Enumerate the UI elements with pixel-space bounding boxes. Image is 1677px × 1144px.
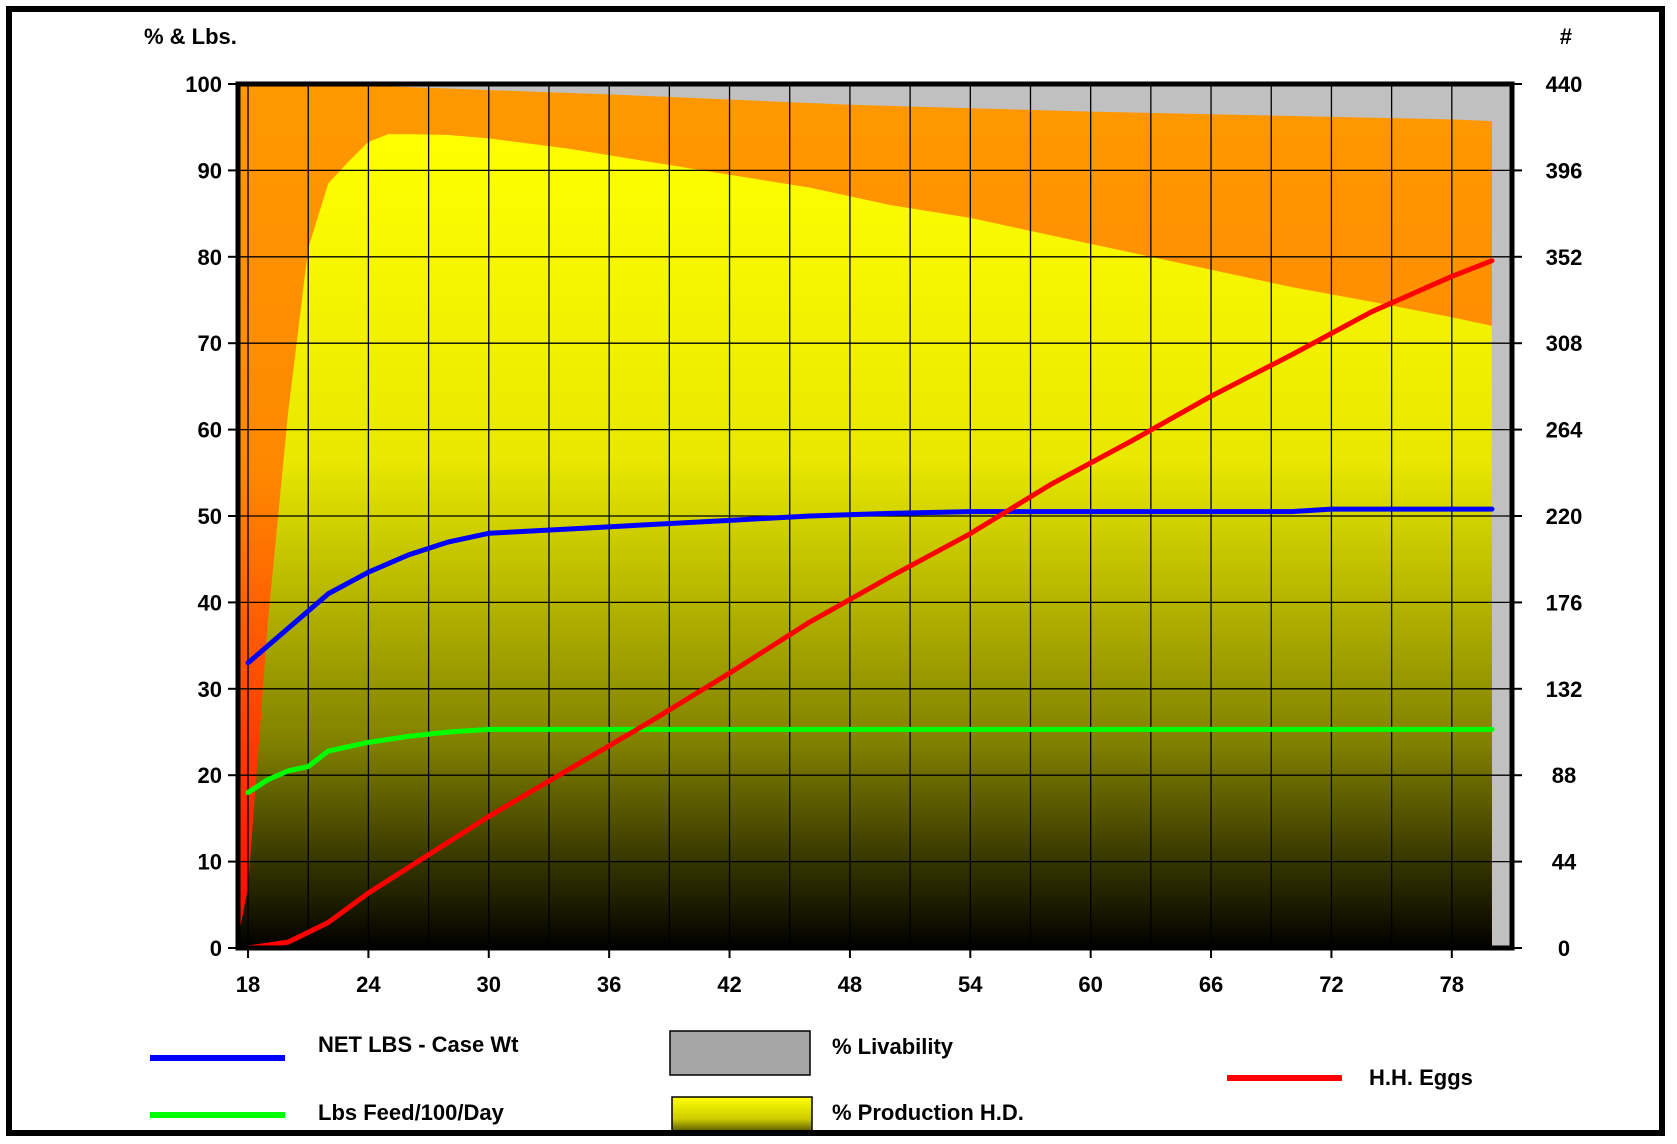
x-tick-label-36: 36 <box>597 972 621 997</box>
left-y-axis: 0 10 20 30 40 50 60 70 80 90 100 <box>185 72 238 961</box>
right-tick-label-352: 352 <box>1546 245 1583 270</box>
right-tick-label-396: 396 <box>1546 158 1583 183</box>
left-tick-label-100: 100 <box>185 72 222 97</box>
chart-frame: 0 10 20 30 40 50 60 70 80 90 100 0 44 88 132 176 220 264… <box>6 6 1665 1136</box>
left-tick-label-60: 60 <box>198 418 222 443</box>
left-tick-label-0: 0 <box>210 936 222 961</box>
left-tick-label-80: 80 <box>198 245 222 270</box>
right-tick-label-264: 264 <box>1546 418 1583 443</box>
right-tick-label-308: 308 <box>1546 331 1583 356</box>
x-tick-label-48: 48 <box>838 972 862 997</box>
chart-canvas: 0 10 20 30 40 50 60 70 80 90 100 0 44 88 132 176 220 264… <box>144 24 1583 1130</box>
x-tick-label-78: 78 <box>1440 972 1464 997</box>
right-tick-label-176: 176 <box>1546 590 1583 615</box>
x-tick-label-30: 30 <box>477 972 501 997</box>
left-tick-label-20: 20 <box>198 763 222 788</box>
x-tick-label-72: 72 <box>1319 972 1343 997</box>
left-tick-label-30: 30 <box>198 677 222 702</box>
right-tick-label-440: 440 <box>1546 72 1583 97</box>
left-tick-label-90: 90 <box>198 158 222 183</box>
x-tick-label-42: 42 <box>717 972 741 997</box>
line-case-wt <box>245 506 1495 666</box>
legend: NET LBS - Case Wt Lbs Feed/100/Day % Liv… <box>150 1030 1473 1130</box>
legend-label-eggs: H.H. Eggs <box>1369 1065 1473 1090</box>
legend-label-production: % Production H.D. <box>832 1100 1024 1125</box>
right-y-axis: 0 44 88 132 176 220 264 308 352 396 440 <box>1512 72 1583 961</box>
x-tick-label-60: 60 <box>1078 972 1102 997</box>
x-tick-label-24: 24 <box>356 972 381 997</box>
line-eggs <box>245 258 1495 951</box>
left-tick-label-40: 40 <box>198 590 222 615</box>
legend-label-case-wt: NET LBS - Case Wt <box>318 1032 519 1057</box>
left-axis-label: % & Lbs. <box>144 24 237 49</box>
legend-label-livability: % Livability <box>832 1034 954 1059</box>
area-production <box>238 134 1492 948</box>
x-axis: 18 24 30 36 42 48 54 60 66 72 78 <box>236 948 1464 997</box>
right-tick-label-0: 0 <box>1558 936 1570 961</box>
legend-label-feed: Lbs Feed/100/Day <box>318 1100 505 1125</box>
legend-swatch-production <box>671 1096 813 1130</box>
x-tick-label-54: 54 <box>958 972 983 997</box>
right-tick-label-44: 44 <box>1552 850 1577 875</box>
right-tick-label-220: 220 <box>1546 504 1583 529</box>
x-tick-label-66: 66 <box>1199 972 1223 997</box>
grid-lines <box>238 83 1512 949</box>
left-tick-label-70: 70 <box>198 331 222 356</box>
x-tick-label-18: 18 <box>236 972 260 997</box>
right-tick-label-132: 132 <box>1546 677 1583 702</box>
left-tick-label-50: 50 <box>198 504 222 529</box>
line-feed <box>245 726 1495 795</box>
legend-swatch-livability <box>669 1030 811 1076</box>
right-tick-label-88: 88 <box>1552 763 1576 788</box>
right-axis-label: # <box>1560 24 1572 49</box>
series-lines <box>245 258 1495 951</box>
left-tick-label-10: 10 <box>198 850 222 875</box>
